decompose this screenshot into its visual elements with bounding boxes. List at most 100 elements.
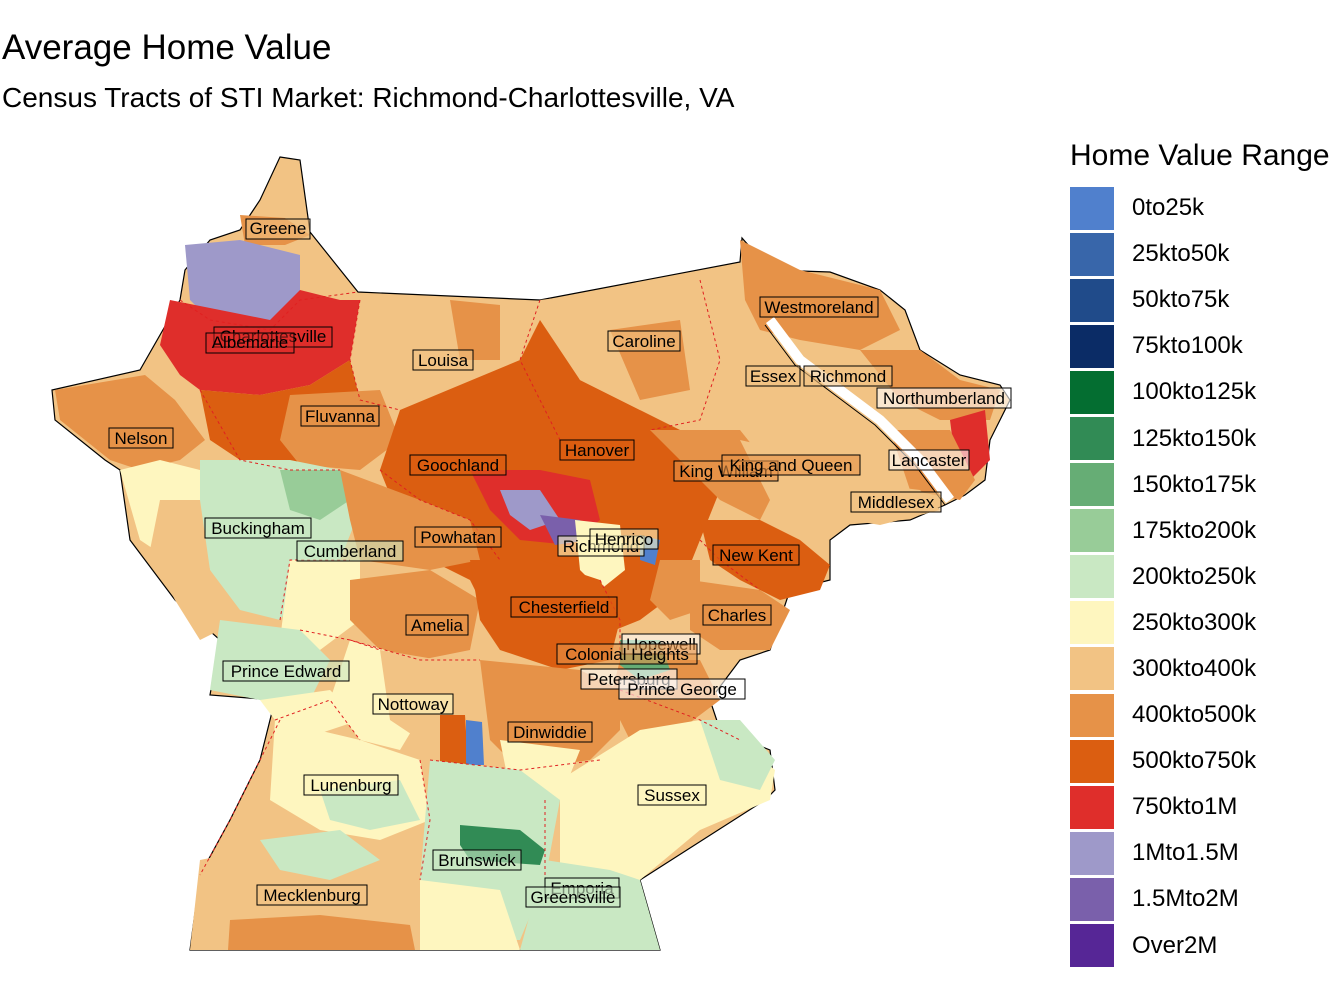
legend-item: 250kto300k [1070,600,1344,646]
county-label-essex: Essex [750,367,797,386]
county-label-hanover: Hanover [565,441,630,460]
county-label-westmoreland: Westmoreland [764,298,873,317]
legend-label: 1Mto1.5M [1132,839,1239,867]
legend-item: 175kto200k [1070,508,1344,554]
legend-item: 125kto150k [1070,415,1344,461]
legend-items: 0to25k 25kto50k 50kto75k 75kto100k 100kto125… [1070,185,1344,969]
legend-item: Over2M [1070,923,1344,969]
legend-swatch [1070,831,1114,875]
legend-item: 750kto1M [1070,784,1344,830]
county-label-brunswick: Brunswick [438,851,516,870]
county-label-greene: Greene [250,219,307,238]
legend-swatch [1070,647,1114,691]
legend-swatch [1070,693,1114,737]
region-mecklenburg-green [260,830,380,880]
county-label-charles: Charles [708,606,767,625]
legend-item: 150kto175k [1070,462,1344,508]
legend-swatch [1070,370,1114,414]
region-brunswick-pale [420,880,520,950]
legend-swatch [1070,278,1114,322]
county-label-caroline: Caroline [612,332,675,351]
county-label-greensville: Greensville [530,888,615,907]
county-label-albemarle: Albemarle [212,333,289,352]
county-label-louisa: Louisa [418,351,469,370]
legend-swatch [1070,601,1114,645]
legend-label: 175kto200k [1132,516,1257,544]
county-label-middlesex: Middlesex [858,493,935,512]
legend-label: 750kto1M [1132,793,1238,821]
legend-swatch [1070,417,1114,461]
region-cumberland [280,560,360,650]
county-label-nelson: Nelson [115,429,168,448]
legend-swatch [1070,924,1114,968]
legend-label: 75kto100k [1132,332,1243,360]
legend-label: 150kto175k [1132,470,1257,498]
county-label-richmond-county: Richmond [810,367,887,386]
legend-item: 300kto400k [1070,646,1344,692]
legend-swatch [1070,232,1114,276]
county-label-mecklenburg: Mecklenburg [263,886,360,905]
county-label-amelia: Amelia [411,616,464,635]
legend-label: 200kto250k [1132,562,1257,590]
legend-swatch [1070,877,1114,921]
county-label-charlottesville: Charlottesville [220,327,327,346]
legend-label: 400kto500k [1132,701,1257,729]
region-mecklenburg-orange [228,915,415,950]
county-label-prince-edward: Prince Edward [231,662,342,681]
region-blackstone-blue [466,720,484,765]
legend-item: 1.5Mto2M [1070,876,1344,922]
county-label-cumberland: Cumberland [304,542,397,561]
legend-label: 0to25k [1132,194,1205,222]
legend-label: 50kto75k [1132,286,1230,314]
legend-label: 500kto750k [1132,747,1257,775]
region-louisa-dark [450,300,500,360]
legend-swatch [1070,555,1114,599]
county-label-prince-george: Prince George [627,680,737,699]
legend-swatch [1070,785,1114,829]
county-label-chesterfield: Chesterfield [519,598,610,617]
legend-item: 25kto50k [1070,231,1344,277]
legend-title: Home Value Range [1070,139,1330,172]
county-label-fluvanna: Fluvanna [305,407,375,426]
legend-label: 25kto50k [1132,240,1230,268]
region-albemarle-red [160,290,360,395]
legend-item: 50kto75k [1070,277,1344,323]
county-label-lancaster: Lancaster [892,451,967,470]
legend-item: 400kto500k [1070,692,1344,738]
legend-swatch [1070,186,1114,230]
legend-label: Over2M [1132,931,1218,959]
region-north-purple [185,240,300,330]
map-title: Average Home Value [2,28,332,67]
region-blackstone-orange [440,715,468,765]
legend-swatch [1070,509,1114,553]
legend: Home Value Range 0to25k 25kto50k 50kto75k 7… [1070,137,1344,969]
legend-label: 250kto300k [1132,608,1257,636]
legend-swatch [1070,739,1114,783]
legend-label: 1.5Mto2M [1132,885,1239,913]
county-label-colonial-heights: Colonial Heights [565,645,689,664]
legend-item: 500kto750k [1070,738,1344,784]
legend-swatch [1070,324,1114,368]
region-westmoreland [740,240,900,350]
legend-item: 200kto250k [1070,554,1344,600]
county-label-king-and-queen: King and Queen [730,456,853,475]
region-henrico-east [650,560,700,620]
legend-item: 75kto100k [1070,323,1344,369]
map-subtitle: Census Tracts of STI Market: Richmond-Ch… [2,82,735,113]
county-label-powhatan: Powhatan [420,528,496,547]
county-label-lunenburg: Lunenburg [310,776,391,795]
county-label-northumberland: Northumberland [883,389,1005,408]
county-label-dinwiddie: Dinwiddie [513,723,587,742]
region-buckingham-green [280,470,350,520]
county-label-new-kent: New Kent [719,546,793,565]
legend-item: 1Mto1.5M [1070,830,1344,876]
region-buckingham-peach [150,500,240,640]
county-label-nottoway: Nottoway [378,695,449,714]
county-label-goochland: Goochland [417,456,499,475]
legend-label: 100kto125k [1132,378,1257,406]
county-labels: Greene Charlottesville Albemarle Louisa … [108,218,1012,908]
legend-item: 0to25k [1070,185,1344,231]
county-label-buckingham: Buckingham [211,519,305,538]
region-sussex-green [700,720,775,790]
river-rappahannock-edge [764,324,946,506]
